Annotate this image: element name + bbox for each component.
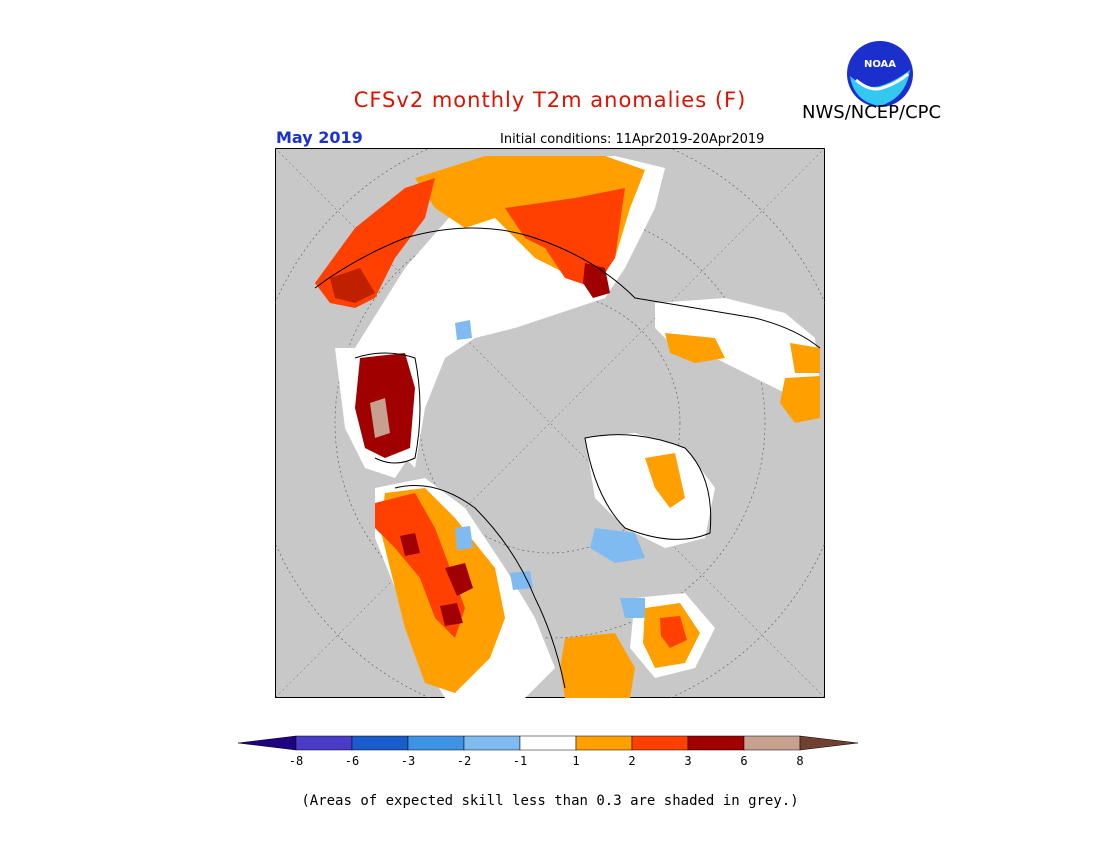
colorbar-cell — [687, 735, 745, 751]
colorbar — [238, 735, 859, 751]
anomaly-region-lightblue — [510, 571, 533, 590]
anomaly-region-orange — [790, 343, 820, 373]
anomaly-region-white — [655, 298, 820, 398]
colorbar-tick-label: -6 — [344, 754, 360, 768]
colorbar-tick-label: 1 — [572, 754, 580, 768]
colorbar-arrow-low — [238, 735, 297, 751]
colorbar-tick-label: -2 — [456, 754, 472, 768]
anomaly-region-darkred — [445, 563, 473, 596]
anomaly-region-darkred — [330, 268, 375, 303]
latitude-circle-mid — [334, 207, 766, 639]
colorbar-cell — [631, 735, 689, 751]
anomaly-region-orange — [645, 453, 685, 508]
colorbar-cell — [463, 735, 521, 751]
anomaly-region-lightblue — [590, 528, 645, 563]
coastline — [584, 434, 712, 540]
colorbar-tick-label: 3 — [684, 754, 692, 768]
initial-conditions: Initial conditions: 11Apr2019-20Apr2019 — [500, 132, 765, 147]
colorbar-cell — [407, 735, 465, 751]
colorbar-cell — [743, 735, 801, 751]
latitude-circle-inner — [419, 292, 681, 554]
colorbar-tick-label: -3 — [400, 754, 416, 768]
anomaly-region-orange — [780, 376, 820, 423]
coastline — [394, 485, 566, 689]
anomaly-region-darkred — [440, 603, 463, 626]
colorbar-cell — [351, 735, 409, 751]
noaa-logo: NOAA — [847, 41, 913, 107]
anomaly-region-red — [660, 616, 687, 648]
anomaly-region-orange — [560, 633, 635, 698]
page-title: CFSv2 monthly T2m anomalies (F) — [0, 88, 1100, 112]
colorbar-tick-label: -1 — [512, 754, 528, 768]
colorbar-cell — [295, 735, 353, 751]
colorbar-cell — [575, 735, 633, 751]
forecast-month: May 2019 — [276, 128, 363, 147]
colorbar-arrow-high — [799, 735, 859, 751]
colorbar-tick-label: -8 — [288, 754, 304, 768]
skill-note: (Areas of expected skill less than 0.3 a… — [301, 793, 799, 809]
svg-text:NOAA: NOAA — [864, 59, 896, 70]
coastline — [354, 352, 421, 464]
colorbar-cell — [519, 735, 577, 751]
agency-label: NWS/NCEP/CPC — [802, 102, 942, 123]
coastline — [314, 227, 821, 349]
colorbar-tick-label: 2 — [628, 754, 636, 768]
anomaly-region-tan — [370, 398, 390, 438]
anomaly-region-lightblue — [620, 598, 645, 618]
anomaly-region-lightblue — [455, 526, 473, 550]
anomaly-region-lightblue — [455, 320, 472, 340]
anomaly-region-orange — [665, 333, 725, 363]
title-text: CFSv2 monthly T2m anomalies (F) — [353, 88, 747, 112]
anomaly-region-darkred — [400, 533, 420, 556]
anomaly-region-red — [505, 188, 625, 288]
anomaly-region-red — [375, 493, 465, 638]
colorbar-tick-label: 6 — [740, 754, 748, 768]
colorbar-tick-label: 8 — [796, 754, 804, 768]
polar-map — [275, 148, 825, 698]
colorbar-labels: -8 -6 -3 -2 -1 1 2 3 6 8 — [0, 754, 1100, 770]
